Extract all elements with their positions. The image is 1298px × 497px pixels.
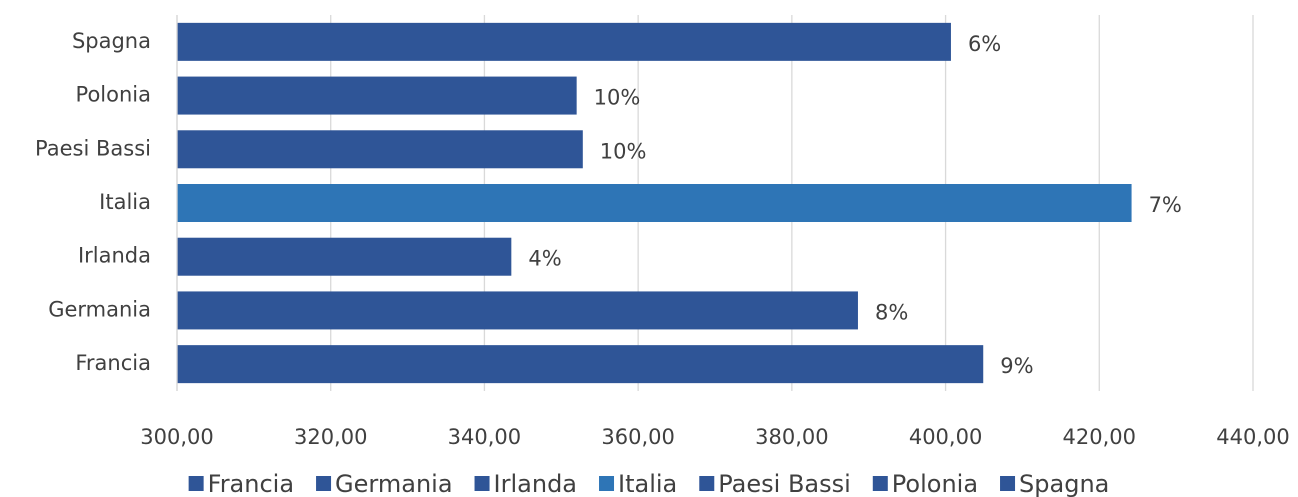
data-label: 6% [968,32,1001,56]
legend-label: Spagna [1019,470,1109,497]
bar [177,237,512,276]
legend-swatch [316,476,332,491]
y-tick-label: Francia [75,351,151,375]
x-tick-label: 320,00 [294,425,367,449]
legend-swatch [872,476,888,491]
legend: Francia Germania Irlanda Italia Paesi Bassi P… [188,470,1109,497]
x-tick-label: 300,00 [140,425,213,449]
legend-item: Irlanda [474,470,577,497]
legend-item: Germania [316,470,453,497]
y-tick-label: Polonia [76,83,151,107]
bar [177,130,583,169]
legend-item: Paesi Bassi [699,470,851,497]
legend-swatch [1000,476,1016,491]
x-tick-label: 440,00 [1216,425,1289,449]
data-label: 10% [594,86,641,110]
legend-item: Spagna [1000,470,1109,497]
data-label: 10% [600,139,647,163]
y-tick-label: Italia [99,190,151,214]
legend-label: Paesi Bassi [718,470,851,497]
legend-label: Irlanda [494,470,577,497]
legend-swatch [474,476,490,491]
legend-label: Germania [335,470,452,497]
legend-item: Italia [599,470,677,497]
legend-item: Polonia [872,470,978,497]
legend-swatch [699,476,715,491]
x-tick-label: 380,00 [755,425,828,449]
data-label: 4% [528,247,561,271]
y-tick-label: Paesi Bassi [35,136,151,160]
legend-item: Francia [188,470,294,497]
y-tick-label: Irlanda [78,244,151,268]
data-label: 7% [1149,193,1182,217]
y-tick-label: Spagna [72,29,151,53]
data-label: 8% [875,300,908,324]
x-tick-label: 400,00 [909,425,982,449]
data-label: 9% [1000,354,1033,378]
legend-swatch [599,476,615,491]
legend-label: Francia [208,470,294,497]
x-tick-label: 340,00 [448,425,521,449]
bar [177,76,577,115]
legend-swatch [188,476,204,491]
x-tick-label: 420,00 [1063,425,1136,449]
y-tick-label: Germania [48,297,151,321]
bar [177,345,984,384]
bar [177,291,858,330]
legend-label: Italia [618,470,677,497]
legend-label: Polonia [892,470,978,497]
x-tick-label: 360,00 [601,425,674,449]
bar [177,22,951,61]
bar [177,184,1132,222]
